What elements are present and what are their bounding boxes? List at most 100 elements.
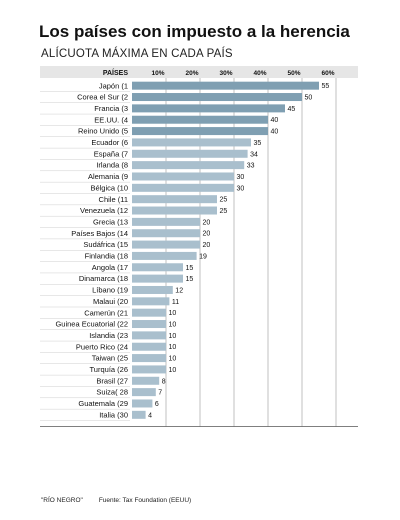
credit-text: "RÍO NEGRO"	[41, 497, 83, 504]
bar-row: Guinea Ecuatorial (22 10	[40, 320, 176, 330]
chart-subtitle: ALÍCUOTA MÁXIMA EN CADA PAÍS	[41, 48, 233, 60]
category-label: Irlanda (8	[96, 161, 128, 170]
bar	[132, 399, 153, 408]
category-label: Taiwan (25	[92, 354, 128, 363]
value-label: 55	[322, 83, 330, 90]
bar-row: Camerún (21 10	[40, 308, 177, 319]
chart-title: Los países con impuesto a la herencia	[39, 22, 350, 41]
x-tick-label: 50%	[287, 70, 300, 77]
value-label: 25	[220, 197, 228, 204]
value-label: 7	[158, 390, 162, 397]
value-label: 10	[169, 356, 177, 363]
bar-row: Japón (1 55	[40, 81, 330, 92]
bar	[132, 388, 156, 397]
category-label: España (7	[94, 149, 128, 158]
bar-row: Islandia (23 10	[40, 331, 176, 342]
value-label: 15	[186, 265, 194, 272]
bar-row: Taiwan (25 10	[40, 354, 176, 364]
x-tick-label: 30%	[219, 70, 232, 77]
value-label: 12	[175, 287, 183, 294]
bar-row: Dinamarca (18 15	[40, 274, 193, 285]
bar	[132, 115, 268, 124]
category-label: Reino Unido (5	[78, 127, 128, 136]
value-label: 30	[237, 185, 245, 192]
bar	[132, 138, 251, 147]
category-label: Sudáfrica (15	[83, 240, 128, 249]
bar	[132, 149, 248, 158]
bar	[132, 127, 268, 136]
x-tick-label: 10%	[151, 70, 164, 77]
value-label: 34	[250, 151, 258, 158]
bar	[132, 285, 173, 294]
bar	[132, 229, 200, 238]
value-label: 10	[169, 310, 177, 317]
value-label: 35	[254, 140, 262, 147]
x-tick-label: 40%	[253, 70, 266, 77]
value-label: 20	[203, 219, 211, 226]
category-label: Finlandia (18	[85, 252, 128, 261]
x-tick-labels: 10% 20% 30% 40% 50% 60%	[151, 70, 334, 77]
bar-row: Italia (30 4	[40, 410, 152, 421]
bar-rows: Japón (1 55 Corea el Sur (2 50 Francia (3 45 E…	[40, 81, 358, 427]
bar-row: Reino Unido (5 40	[40, 127, 278, 137]
value-label: 6	[155, 401, 159, 408]
bar	[132, 93, 302, 102]
value-label: 10	[169, 344, 177, 351]
bar	[132, 320, 166, 329]
category-label: Bélgica (10	[90, 183, 128, 192]
footer: "RÍO NEGRO" Fuente: Tax Foundation (EEUU)	[41, 497, 207, 504]
column-header-background	[40, 66, 358, 78]
value-label: 8	[162, 378, 166, 385]
category-label: Países Bajos (14	[71, 229, 128, 238]
category-label: Venezuela (12	[80, 206, 128, 215]
bar	[132, 365, 166, 374]
value-label: 50	[305, 95, 313, 102]
category-label: EE.UU. (4	[94, 115, 128, 124]
bar	[132, 410, 146, 419]
bar-row: Finlandia (18 19	[40, 252, 207, 262]
category-label: Islandia (23	[89, 331, 128, 340]
value-label: 40	[271, 117, 279, 124]
value-label: 33	[247, 163, 255, 170]
bar-row: EE.UU. (4 40	[40, 115, 279, 126]
bar	[132, 342, 166, 351]
x-tick-label: 60%	[321, 70, 334, 77]
bar-row: Venezuela (12 25	[40, 206, 228, 217]
category-label: Corea el Sur (2	[77, 93, 128, 102]
bar-row: Sudáfrica (15 20	[40, 240, 210, 251]
category-label: Suiza( 28	[96, 388, 128, 397]
bar	[132, 172, 234, 181]
value-label: 19	[199, 253, 207, 260]
bar-row: Corea el Sur (2 50	[40, 93, 312, 103]
bar	[132, 297, 170, 306]
bar-row: Turquía (26 10	[40, 365, 176, 376]
source-text: Fuente: Tax Foundation (EEUU)	[98, 497, 192, 504]
bar	[132, 376, 160, 385]
category-label: Guinea Ecuatorial (22	[55, 320, 128, 329]
category-label: Alemania (9	[88, 172, 128, 181]
x-tick-label: 20%	[185, 70, 198, 77]
bar-row: Ecuador (6 35	[40, 138, 262, 149]
bar	[132, 183, 234, 192]
value-label: 40	[271, 129, 279, 136]
category-label: Grecia (13	[93, 217, 128, 226]
value-label: 25	[220, 208, 228, 215]
bar-row: Malaui (20 11	[40, 297, 179, 308]
bar-row: Chile (11 25	[40, 195, 228, 206]
bar-row: Angola (17 15	[40, 263, 194, 274]
category-label: Dinamarca (18	[79, 274, 128, 283]
category-label: Brasil (27	[96, 376, 128, 385]
bar-row: Guatemala (29 6	[40, 399, 159, 410]
bar-row: Países Bajos (14 20	[40, 229, 210, 240]
bar-row: Puerto Rico (24 10	[40, 342, 177, 353]
category-label: Turquía (26	[90, 365, 129, 374]
bar-row: Grecia (13 20	[40, 217, 211, 228]
bar	[132, 206, 217, 215]
category-label: Malaui (20	[93, 297, 128, 306]
bar	[132, 251, 197, 260]
bar-row: España (7 34	[40, 149, 258, 160]
value-label: 45	[288, 106, 296, 113]
bar	[132, 274, 183, 283]
bar-row: Brasil (27 8	[40, 376, 166, 387]
